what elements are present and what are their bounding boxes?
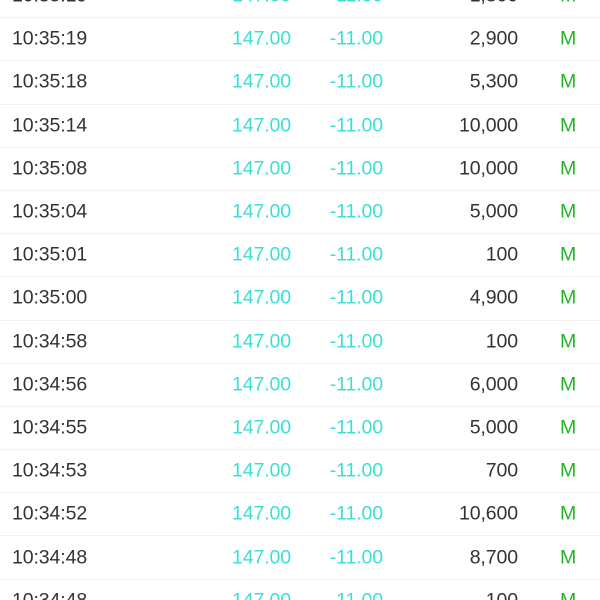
cell-price: 147.00 (231, 329, 291, 352)
cell-price: 147.00 (231, 588, 291, 600)
cell-flag: M (560, 200, 577, 223)
cell-time: 10:34:58 (12, 329, 88, 352)
cell-change: -11.00 (329, 113, 383, 136)
cell-change: -11.00 (329, 588, 383, 600)
cell-change: -11.00 (329, 459, 383, 482)
cell-price: 147.00 (231, 545, 291, 568)
cell-change: -11.00 (329, 373, 383, 396)
cell-change: -11.00 (329, 416, 383, 439)
cell-change: -11.00 (330, 0, 383, 6)
cell-change: -11.00 (329, 329, 383, 352)
cell-volume: 10,600 (458, 502, 518, 525)
cell-change: -11.00 (329, 200, 383, 223)
cell-time: 10:34:48 (12, 545, 88, 568)
cell-flag: M (560, 502, 577, 525)
cell-volume: 5,300 (469, 70, 518, 93)
cell-price: 147.00 (231, 373, 291, 396)
cell-change: -11.00 (329, 157, 383, 180)
cell-time: 10:35:01 (12, 243, 88, 266)
cell-price: 147.00 (231, 27, 291, 50)
cell-volume: 10,000 (458, 113, 518, 136)
table-row[interactable]: 10:35:00 147.00 -11.00 4,900 M (0, 277, 600, 321)
cell-time: 10:34:55 (12, 416, 88, 439)
cell-flag: M (560, 588, 577, 600)
cell-flag: M (560, 27, 577, 50)
cell-time: 10:34:52 (12, 502, 88, 525)
cell-volume: 10,000 (458, 157, 518, 180)
cell-price: 147.00 (231, 113, 291, 136)
cell-flag: M (560, 70, 577, 93)
cell-flag: M (560, 286, 577, 309)
cell-time: 10:34:56 (12, 373, 88, 396)
cell-time: 10:35:19 (12, 0, 87, 6)
cell-flag: M (560, 0, 576, 6)
cell-price: 147.00 (232, 0, 291, 6)
cell-price: 147.00 (231, 416, 291, 439)
cell-change: -11.00 (329, 545, 383, 568)
cell-flag: M (560, 157, 577, 180)
cell-time: 10:35:14 (12, 113, 88, 136)
cell-time: 10:35:00 (12, 286, 88, 309)
cell-volume: 100 (485, 329, 518, 352)
cell-volume: 100 (485, 588, 518, 600)
cell-change: -11.00 (329, 243, 383, 266)
table-row[interactable]: 10:35:19 147.00 -11.00 2,900 M (0, 18, 600, 62)
cell-volume: 1,800 (470, 0, 518, 6)
cell-time: 10:35:19 (12, 27, 88, 50)
cell-price: 147.00 (231, 459, 291, 482)
table-row[interactable]: 10:35:04 147.00 -11.00 5,000 M (0, 190, 600, 235)
table-row[interactable]: 10:34:48 147.00 -11.00 100 M (0, 579, 600, 600)
cell-time: 10:35:08 (12, 157, 88, 180)
cell-flag: M (560, 329, 577, 352)
cell-flag: M (560, 373, 577, 396)
cell-volume: 5,000 (469, 200, 518, 223)
table-row[interactable]: 10:35:19 147.00 -11.00 1,800 M (0, 0, 600, 19)
cell-volume: 4,900 (469, 286, 518, 309)
table-row[interactable]: 10:34:48 147.00 -11.00 8,700 M (0, 536, 600, 580)
table-row[interactable]: 10:35:01 147.00 -11.00 100 M (0, 234, 600, 278)
cell-change: -11.00 (329, 502, 383, 525)
table-row[interactable]: 10:34:58 147.00 -11.00 100 M (0, 320, 600, 364)
table-row[interactable]: 10:35:14 147.00 -11.00 10,000 M (0, 104, 600, 148)
cell-flag: M (560, 243, 577, 266)
cell-flag: M (560, 459, 577, 482)
cell-flag: M (560, 113, 577, 136)
cell-volume: 700 (485, 459, 518, 482)
cell-change: -11.00 (329, 70, 383, 93)
cell-volume: 2,900 (469, 27, 518, 50)
cell-price: 147.00 (231, 502, 291, 525)
cell-volume: 8,700 (469, 545, 518, 568)
table-row[interactable]: 10:34:55 147.00 -11.00 5,000 M (0, 406, 600, 451)
table-row[interactable]: 10:34:52 147.00 -11.00 10,600 M (0, 493, 600, 537)
table-row[interactable]: 10:35:08 147.00 -11.00 10,000 M (0, 147, 600, 191)
table-row[interactable]: 10:34:56 147.00 -11.00 6,000 M (0, 363, 600, 407)
cell-price: 147.00 (231, 200, 291, 223)
cell-price: 147.00 (231, 243, 291, 266)
cell-flag: M (560, 416, 577, 439)
table-row[interactable]: 10:35:18 147.00 -11.00 5,300 M (0, 61, 600, 105)
table-row[interactable]: 10:34:53 147.00 -11.00 700 M (0, 450, 600, 494)
cell-time: 10:35:04 (12, 200, 88, 223)
cell-change: -11.00 (329, 286, 383, 309)
cell-time: 10:34:48 (12, 588, 88, 600)
cell-price: 147.00 (231, 70, 291, 93)
cell-change: -11.00 (329, 27, 383, 50)
cell-volume: 5,000 (469, 416, 518, 439)
cell-volume: 100 (485, 243, 518, 266)
cell-time: 10:34:53 (12, 459, 88, 482)
cell-volume: 6,000 (469, 373, 518, 396)
cell-flag: M (560, 545, 577, 568)
cell-time: 10:35:18 (12, 70, 88, 93)
cell-price: 147.00 (231, 286, 291, 309)
cell-price: 147.00 (231, 157, 291, 180)
